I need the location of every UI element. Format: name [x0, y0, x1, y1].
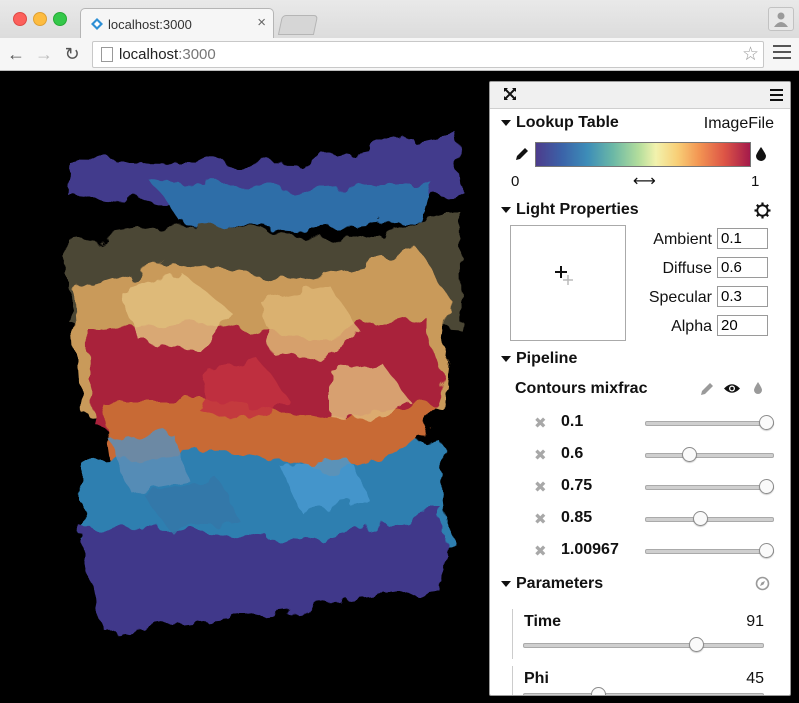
pencil-icon[interactable]	[514, 147, 529, 162]
remove-contour-icon[interactable]: ✖	[534, 479, 547, 496]
minimize-window-button[interactable]	[33, 12, 47, 26]
contour-slider-handle[interactable]	[681, 447, 697, 462]
contour-slider-handle[interactable]	[759, 479, 774, 494]
person-icon	[774, 12, 788, 27]
contour-value: 0.85	[561, 509, 593, 526]
browser-tab[interactable]: localhost:3000 ×	[80, 8, 274, 39]
parameter-slider-handle[interactable]	[688, 637, 704, 652]
light-properties-title[interactable]: Light Properties	[516, 201, 639, 218]
close-window-button[interactable]	[13, 12, 27, 26]
browser-chrome: localhost:3000 × ← → ↻ localhost:3000 ☆	[0, 0, 799, 71]
param-time-label: Time	[524, 613, 562, 630]
contour-slider[interactable]	[645, 485, 774, 490]
contour-value: 0.1	[561, 413, 584, 430]
back-arrow-icon[interactable]: ←	[7, 44, 25, 64]
address-bar[interactable]: localhost:3000 ☆	[92, 41, 764, 68]
ambient-input[interactable]	[717, 228, 768, 249]
contour-slider[interactable]	[645, 453, 774, 458]
contour-render	[66, 131, 462, 636]
page-icon	[101, 47, 113, 62]
contour-slider-handle[interactable]	[693, 511, 709, 526]
tab-close-icon[interactable]: ×	[257, 14, 266, 31]
contour-value: 0.6	[561, 445, 584, 462]
pipeline-title[interactable]: Pipeline	[516, 350, 578, 367]
parameter-slider-handle[interactable]	[591, 687, 607, 695]
light-position-widget[interactable]	[510, 225, 626, 341]
maximize-window-button[interactable]	[53, 12, 67, 26]
remove-contour-icon[interactable]: ✖	[534, 415, 547, 432]
specular-input[interactable]	[717, 286, 768, 307]
param-divider	[512, 609, 513, 659]
gear-icon[interactable]	[754, 202, 771, 219]
profile-button[interactable]	[768, 7, 794, 31]
remove-contour-icon[interactable]: ✖	[534, 543, 547, 560]
browser-menu-icon[interactable]	[773, 45, 791, 63]
browser-toolbar: ← → ↻ localhost:3000 ☆	[0, 38, 799, 70]
tab-title: localhost:3000	[108, 17, 192, 32]
parameters-title[interactable]: Parameters	[516, 575, 604, 592]
collapse-light-icon[interactable]	[501, 207, 511, 213]
contour-slider-handle[interactable]	[759, 543, 774, 558]
contour-value: 0.75	[561, 477, 593, 494]
range-max: 1	[751, 173, 760, 190]
collapse-lookup-table-icon[interactable]	[501, 120, 511, 126]
contour-slider[interactable]	[645, 421, 774, 426]
alpha-label: Alpha	[671, 318, 712, 335]
drop-icon[interactable]	[755, 146, 767, 161]
parameter-slider[interactable]	[523, 693, 764, 695]
panel-menu-icon[interactable]	[770, 89, 783, 104]
collapse-parameters-icon[interactable]	[501, 581, 511, 587]
collapse-pipeline-icon[interactable]	[501, 356, 511, 362]
reload-icon[interactable]: ↻	[64, 44, 80, 64]
parameter-slider[interactable]	[523, 643, 764, 648]
panel-header	[490, 82, 790, 109]
param-phi-label: Phi	[524, 670, 549, 687]
param-phi-value: 45	[746, 670, 764, 687]
forward-arrow-icon[interactable]: →	[35, 44, 53, 64]
bookmark-star-icon[interactable]: ☆	[741, 44, 759, 65]
param-divider	[512, 666, 513, 695]
lookup-table-preset[interactable]: ImageFile	[703, 115, 774, 132]
pipeline-item-name[interactable]: Contours mixfrac	[515, 380, 648, 397]
remove-contour-icon[interactable]: ✖	[534, 447, 547, 464]
contour-slider[interactable]	[645, 549, 774, 554]
edit-pencil-icon[interactable]	[700, 382, 714, 396]
new-tab-button[interactable]	[277, 15, 319, 35]
contour-value: 1.00967	[561, 541, 619, 558]
alpha-input[interactable]	[717, 315, 768, 336]
url-text[interactable]: localhost:3000	[119, 46, 216, 63]
specular-label: Specular	[648, 289, 712, 306]
remove-contour-icon[interactable]: ✖	[534, 511, 547, 528]
crosshair-icon[interactable]	[555, 266, 579, 290]
app-favicon-icon	[91, 18, 103, 30]
eye-icon[interactable]	[723, 382, 741, 395]
lookup-table-title[interactable]: Lookup Table	[516, 114, 619, 131]
control-panel: Lookup Table ImageFile 0 ⟷ 1 Light Prope…	[489, 81, 791, 696]
range-min: 0	[511, 173, 520, 190]
color-drop-icon[interactable]	[753, 381, 763, 395]
colormap-bar[interactable]	[535, 142, 751, 167]
range-swap-icon[interactable]: ⟷	[633, 173, 656, 190]
contour-slider[interactable]	[645, 517, 774, 522]
ambient-label: Ambient	[653, 231, 712, 248]
param-time-value: 91	[746, 613, 764, 630]
tab-strip: localhost:3000 ×	[0, 0, 799, 39]
diffuse-label: Diffuse	[662, 260, 712, 277]
compass-icon[interactable]	[755, 576, 770, 591]
expand-icon[interactable]	[503, 87, 517, 101]
diffuse-input[interactable]	[717, 257, 768, 278]
contour-slider-handle[interactable]	[759, 415, 774, 430]
